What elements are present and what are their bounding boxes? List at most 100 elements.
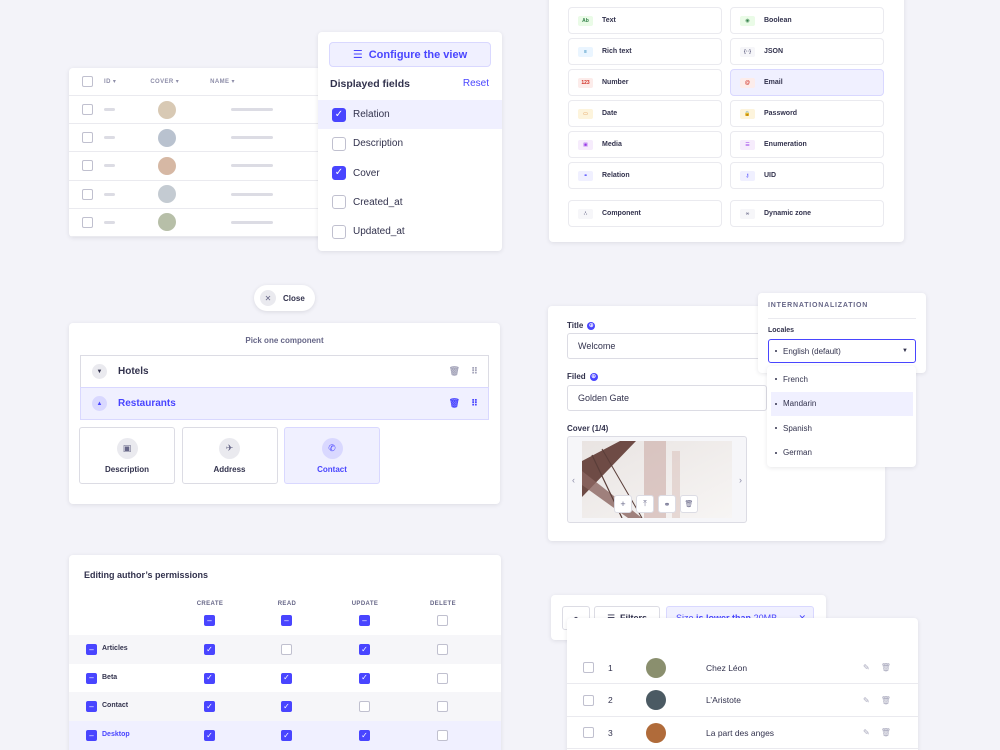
field-type-rich-text[interactable]: ≡ Rich text: [568, 38, 722, 65]
locale-select[interactable]: English (default) ▼: [768, 339, 916, 363]
permission-checkbox[interactable]: ✓: [281, 730, 292, 742]
field-type-dynamic-zone[interactable]: ∞ Dynamic zone: [730, 200, 884, 227]
row-checkbox[interactable]: [583, 694, 594, 706]
select-all-checkbox[interactable]: [82, 76, 93, 87]
field-type-media[interactable]: ▣ Media: [568, 131, 722, 158]
field-type-enumeration[interactable]: ☰ Enumeration: [730, 131, 884, 158]
field-option[interactable]: ✓ Relation: [318, 100, 502, 129]
chevron-left-icon[interactable]: ‹: [572, 475, 575, 485]
checkbox[interactable]: [332, 224, 346, 239]
table-row[interactable]: 1 Chez Léon ✎ 🗑: [567, 652, 918, 684]
add-icon[interactable]: +: [614, 495, 632, 513]
configure-view-button[interactable]: ☰ Configure the view: [329, 42, 491, 67]
locale-option[interactable]: Mandarin: [771, 391, 913, 416]
column-id[interactable]: ID ▾: [104, 79, 117, 85]
field-type-boolean[interactable]: ◉ Boolean: [730, 7, 884, 34]
row-checkbox[interactable]: [82, 188, 93, 200]
checkbox[interactable]: [332, 136, 346, 151]
field-option[interactable]: Description: [318, 129, 502, 158]
field-type-date[interactable]: ▭ Date: [568, 100, 722, 127]
permission-checkbox[interactable]: [437, 644, 448, 655]
permission-checkbox[interactable]: [437, 701, 448, 713]
permission-checkbox[interactable]: ✓: [204, 730, 215, 742]
trash-icon[interactable]: 🗑: [680, 495, 698, 513]
permission-checkbox[interactable]: ✓: [204, 644, 215, 655]
field-option[interactable]: Created_at: [318, 188, 502, 217]
permission-checkbox[interactable]: ✓: [359, 644, 370, 655]
field-type-json[interactable]: {··} JSON: [730, 38, 884, 65]
row-select-checkbox[interactable]: –: [86, 644, 97, 655]
component-tile-address[interactable]: ✈ Address: [181, 427, 278, 484]
row-checkbox[interactable]: [82, 104, 93, 116]
component-tile-contact[interactable]: ✆ Contact: [284, 427, 380, 484]
column-name[interactable]: NAME ▾: [210, 79, 235, 85]
component-tile-description[interactable]: ▣ Description: [79, 427, 175, 484]
row-select-checkbox[interactable]: –: [86, 730, 97, 742]
accordion-restaurants[interactable]: ▲ Restaurants 🗑 ⠿: [80, 387, 489, 420]
chevron-right-icon[interactable]: ›: [739, 475, 742, 485]
permission-checkbox[interactable]: [437, 672, 448, 684]
permission-checkbox[interactable]: ✓: [204, 701, 215, 713]
remove-filter-icon[interactable]: ✕: [798, 613, 806, 624]
field-type-email[interactable]: @ Email: [730, 69, 884, 96]
table-row[interactable]: [69, 152, 329, 181]
column-select-all-checkbox[interactable]: –: [204, 615, 215, 626]
link-icon[interactable]: ⚭: [658, 495, 676, 513]
edit-icon[interactable]: ✎: [863, 728, 870, 737]
trash-icon[interactable]: 🗑: [448, 398, 460, 408]
field-option[interactable]: Updated_at: [318, 217, 502, 246]
trash-icon[interactable]: 🗑: [880, 728, 891, 737]
permission-checkbox[interactable]: ✓: [359, 730, 370, 742]
row-select-checkbox[interactable]: –: [86, 701, 97, 713]
table-row[interactable]: [69, 181, 329, 209]
checkbox[interactable]: ✓: [332, 166, 346, 181]
table-row[interactable]: 3 La part des anges ✎ 🗑: [567, 717, 918, 749]
table-row[interactable]: [69, 96, 329, 125]
permission-checkbox[interactable]: [359, 701, 370, 713]
permission-checkbox[interactable]: ✓: [281, 701, 292, 713]
row-checkbox[interactable]: [583, 727, 594, 738]
row-checkbox[interactable]: [82, 216, 93, 228]
row-checkbox[interactable]: [82, 132, 93, 144]
locale-option[interactable]: German: [767, 441, 916, 465]
field-option[interactable]: ✓ Cover: [318, 159, 502, 188]
trash-icon[interactable]: 🗑: [880, 663, 891, 672]
field-type-relation[interactable]: ⚭ Relation: [568, 162, 722, 189]
table-row[interactable]: [69, 209, 329, 237]
permission-checkbox[interactable]: [437, 730, 448, 742]
edit-icon[interactable]: ✎: [863, 663, 870, 672]
reset-link[interactable]: Reset: [462, 78, 489, 89]
column-select-all-checkbox[interactable]: [437, 615, 448, 626]
close-button[interactable]: ✕ Close: [254, 285, 315, 311]
row-select-checkbox[interactable]: –: [86, 672, 97, 684]
permission-checkbox[interactable]: ✓: [204, 672, 215, 684]
table-row[interactable]: [69, 124, 329, 153]
field-type-text[interactable]: Ab Text: [568, 7, 722, 34]
edit-icon[interactable]: ✎: [863, 695, 870, 705]
column-select-all-checkbox[interactable]: –: [281, 615, 292, 626]
table-row[interactable]: 2 L’Aristote ✎ 🗑: [567, 685, 918, 717]
checkbox[interactable]: [332, 195, 346, 210]
permission-checkbox[interactable]: ✓: [359, 672, 370, 684]
field-type-component[interactable]: ∴ Component: [568, 200, 722, 227]
permission-checkbox[interactable]: [281, 644, 292, 655]
locale-option[interactable]: French: [767, 367, 916, 391]
field-type-number[interactable]: 123 Number: [568, 69, 722, 96]
column-cover[interactable]: COVER ▾: [150, 79, 180, 85]
drag-handle-icon[interactable]: ⠿: [470, 366, 478, 376]
field-type-password[interactable]: 🔒 Password: [730, 100, 884, 127]
field-type-uid[interactable]: ⚷ UID: [730, 162, 884, 189]
trash-icon[interactable]: 🗑: [448, 366, 460, 376]
drag-handle-icon[interactable]: ⠿: [470, 398, 478, 408]
column-select-all-checkbox[interactable]: –: [359, 615, 370, 626]
row-checkbox[interactable]: [583, 662, 594, 673]
locale-option[interactable]: Spanish: [767, 416, 916, 440]
upload-icon[interactable]: ⤒: [636, 495, 654, 513]
title-input[interactable]: Welcome: [567, 333, 767, 359]
permission-checkbox[interactable]: ✓: [281, 672, 292, 684]
checkbox[interactable]: ✓: [332, 107, 346, 122]
accordion-hotels[interactable]: ▼ Hotels 🗑 ⠿: [80, 355, 489, 388]
row-checkbox[interactable]: [82, 160, 93, 172]
trash-icon[interactable]: 🗑: [880, 695, 891, 705]
filed-input[interactable]: Golden Gate: [567, 385, 767, 411]
